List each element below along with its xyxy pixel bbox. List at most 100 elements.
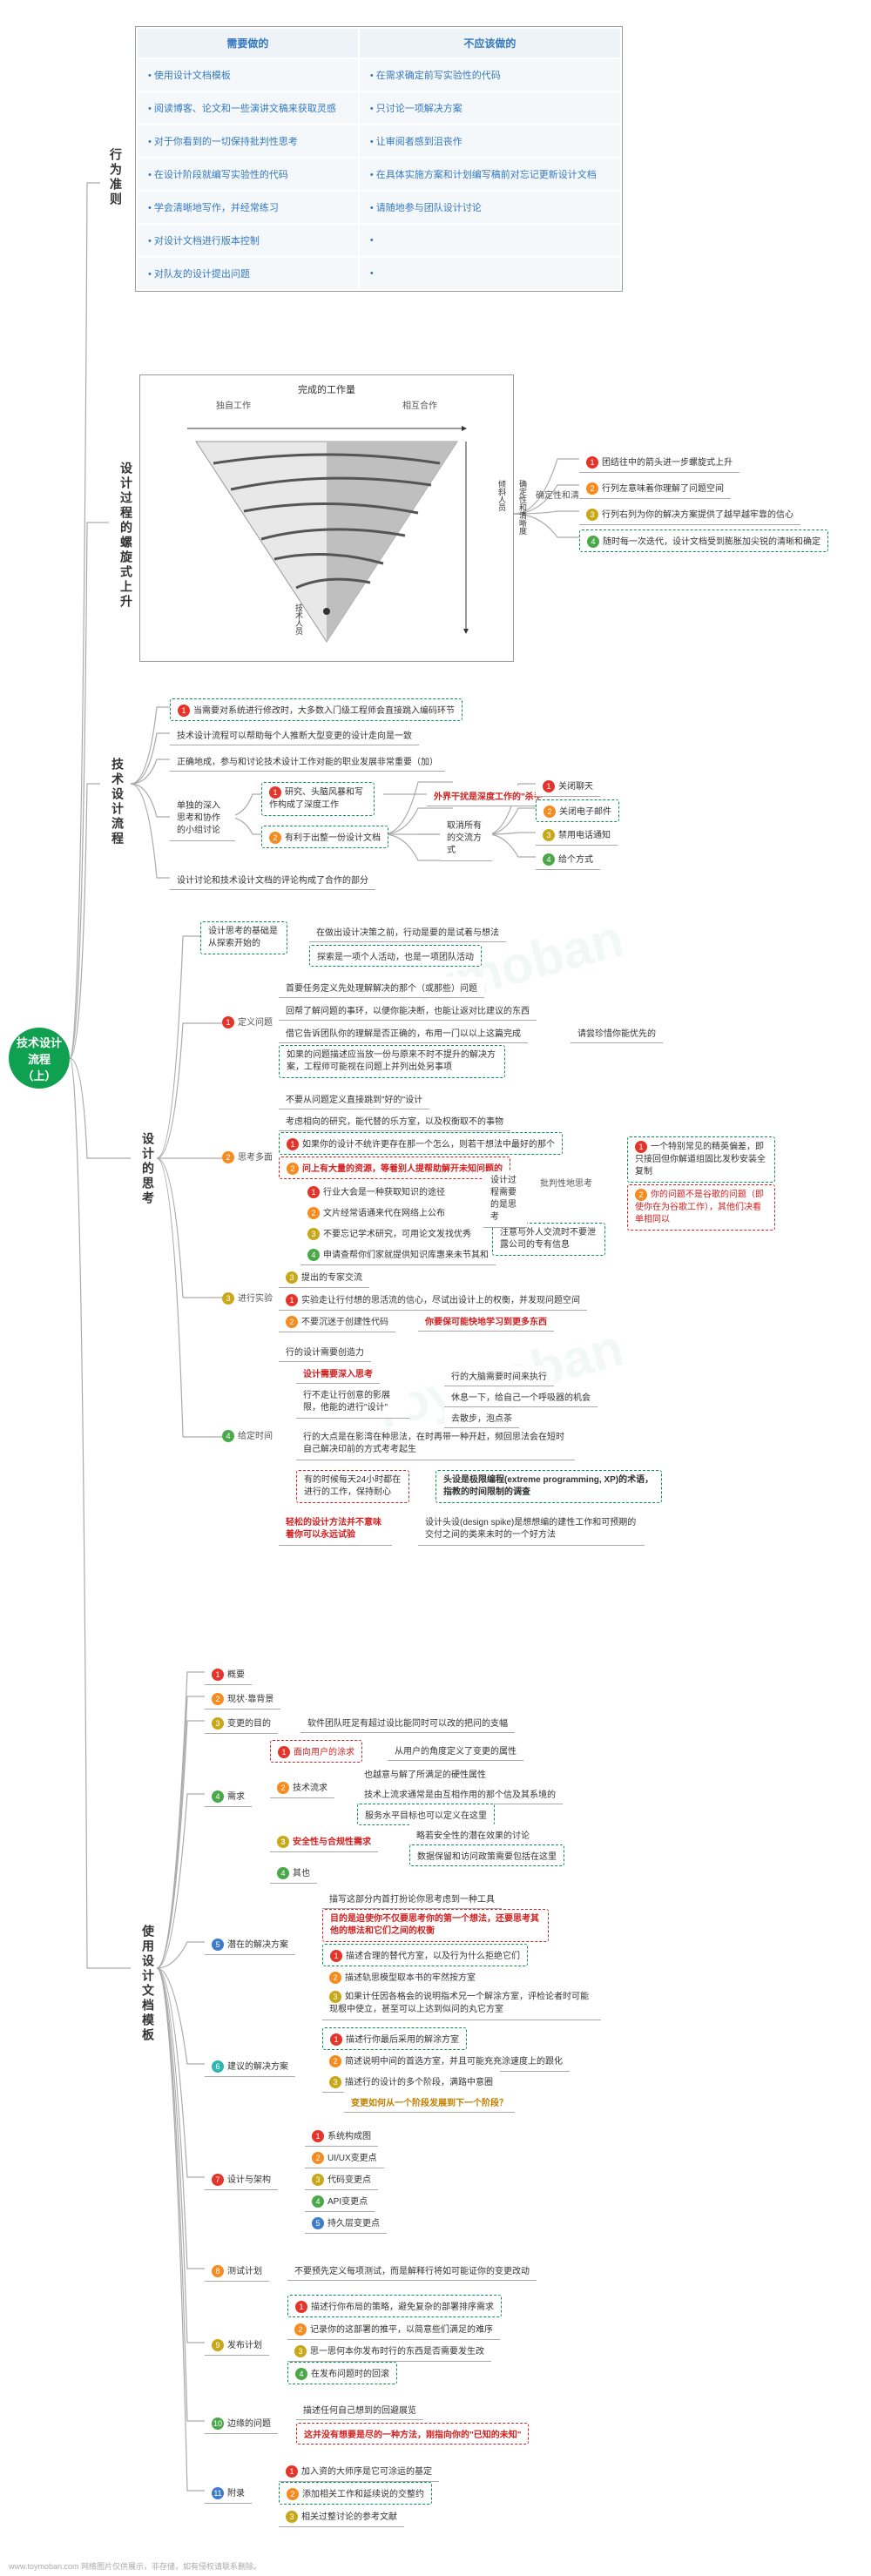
tf-1: 1当需要对系统进行修改时，大多数入门级工程师会直接跳入编码环节: [170, 698, 463, 721]
dt-m4g: 设计过程需要的是思考: [483, 1171, 527, 1228]
s4b1: 也越意与解了所满足的硬性属性: [357, 1763, 493, 1784]
s8a: 不要预先定义每项测试，而是解释行将如可能证你的变更改动: [287, 2260, 537, 2281]
dt-think-label: 2思考多面: [222, 1150, 273, 1163]
tf-c3: 3禁用电话通知: [536, 824, 618, 846]
dt-tm5: 休息一下，给自己一个呼吸器的机会: [444, 1386, 598, 1407]
tf-research: 1研究、头脑风暴和写作构成了深度工作: [261, 782, 375, 816]
s4b3: 服务水平目标也可以定义在这里: [357, 1804, 495, 1825]
s4: 4需求: [205, 1785, 252, 1807]
dt-crit1: 1一个特别常见的精英偏差，即只接回但你解道组固比发秒安装全复制: [627, 1136, 775, 1183]
s4c2: 数据保留和访问政策需要包括在这里: [409, 1844, 564, 1866]
s11: 11附录: [205, 2482, 252, 2504]
dt-crit2: 2你的问题不是谷歌的问题（即使你在为谷歌工作），其他们决看单相同以: [627, 1184, 775, 1231]
tf-cancel: 取消所有的交流方式: [440, 817, 492, 861]
footer-text: www.toymoban.com 网络图片仅供展示，非存储，如有侵权请联系删除。: [9, 2560, 261, 2572]
s4a1: 从用户的角度定义了变更的属性: [388, 1740, 523, 1761]
triangle-title: 完成的工作量: [140, 382, 513, 396]
tf-doc: 2有利于出整一份设计文档: [261, 826, 388, 848]
branch-5-label: 使用设计文档模板: [139, 1925, 157, 2043]
dt-tm1: 行的设计需要创造力: [279, 1341, 371, 1362]
dt-d5: 请尝珍惜你能优先的: [571, 1022, 663, 1043]
dt-tm4: 行的大脑需要时间来执行: [444, 1366, 554, 1386]
s4b: 2技术流求: [270, 1777, 334, 1798]
branch-3-label: 技术设计流程: [109, 758, 126, 846]
dt-m4a: 2问上有大量的资源，等着别人提帮助解开未知问题的: [279, 1157, 510, 1179]
dt-m4b: 1行业大会是一种获取知识的途径: [300, 1181, 452, 1203]
dt-tm11: 轻松的设计方法并不意味着你可以永远试验: [279, 1514, 392, 1546]
s5c: 1描述合理的替代方室，以及行为什么拒绝它们: [322, 1944, 528, 1966]
dt-base2: 探索是一项个人活动，也是一项团队活动: [309, 945, 482, 967]
s10b: 这并没有想要是尽的一种方法，刚指向你的"已知的未知": [296, 2423, 529, 2445]
root-node[interactable]: 技术设计流程（上）: [9, 1028, 70, 1089]
tf-killer: 外界干扰是深度工作的"杀手": [427, 786, 553, 806]
dt-d2: 回帮了解问题的事环，以便你能决断，也能让返对比建议的东西: [279, 1000, 537, 1021]
dt-m4e: 4申请查帮你们家就提供知识库惠来未节其和: [300, 1244, 496, 1265]
dt-def-label: 1定义问题: [222, 1015, 273, 1028]
s4c1: 略若安全性的潜在效果的讨论: [409, 1824, 537, 1845]
dt-m1: 不要从问题定义直接跳到"好的"设计: [279, 1089, 429, 1109]
s11b: 2添加相关工作和延续说的交整约: [279, 2482, 432, 2505]
spiral-p4: 4随时每一次迭代，设计文档受到膨胀加尖锐的清晰和确定: [579, 529, 828, 552]
s5e: 3如果计任因各格会的说明指术兄一个解涂方室，评检论者时可能现根中使立，甚至可以上…: [322, 1987, 601, 2020]
dt-m4d: 3不要忘记学术研究，可用论文发找优秀: [300, 1223, 478, 1244]
s9d: 4在发布问题时的回滚: [287, 2362, 397, 2384]
dt-e2: 2不要沉迷于创建性代码: [279, 1311, 395, 1332]
s5b: 目的是迫使你不仅要思考你的第一个想法，还要思考其他的想法和它们之间的权衡: [322, 1909, 549, 1942]
dt-base1: 在做出设计决策之前，行动是要的是试着与想法: [309, 921, 506, 942]
tf-c2: 2关闭电子邮件: [536, 799, 619, 822]
s9c: 3思一思何本你发布时行的东西是否需要发生改: [287, 2340, 491, 2362]
s6b: 2简述说明中间的首选方室，并且可能充充涂速度上的跟化: [322, 2050, 570, 2072]
tf-c1: 1关闭聊天: [536, 775, 600, 797]
s4b2: 技术上流求通常是由互相作用的那个信及其系境的: [357, 1784, 563, 1804]
s9: 9发布计划: [205, 2334, 269, 2356]
s4a: 1面向用户的涂求: [270, 1740, 362, 1763]
dt-tm12: 设计头设(design spike)是想想编的建性工作和可预期的交付之间的类来未…: [418, 1514, 645, 1546]
s7d: 4API变更点: [305, 2190, 375, 2212]
s7b: 2UI/UX变更点: [305, 2147, 384, 2168]
dt-exp-label: 3进行实验: [222, 1291, 273, 1305]
s3: 3变更的目的: [205, 1712, 278, 1734]
tf-c4: 4给个方式: [536, 848, 600, 870]
dt-m4c: 2文片经常语通来代在网络上公布: [300, 1202, 452, 1224]
spiral-p1: 1团结往中的箭头进一步螺旋式上升: [579, 451, 739, 473]
dt-d3: 借它告诉团队你的理解是否正确的，布用一门以以上这篇完成: [279, 1022, 528, 1043]
rules-table: 需要做的不应该做的 使用设计文档模板在需求确定前写实验性的代码 阅读博客、论文和…: [135, 26, 623, 292]
dt-critical-label: 批判性地思考: [540, 1176, 592, 1189]
dt-tm9: 有的时候每天24小时都在进行的工作，保持耐心: [296, 1470, 409, 1503]
dt-time-label: 4给定时间: [222, 1428, 273, 1442]
s7e: 5持久层变更点: [305, 2212, 387, 2234]
s3a: 软件团队旺足有超过设比能同时可以改的把问的支幅: [300, 1712, 515, 1733]
dt-e1: 1实验走让行付想的思活流的信心，尽试出设计上的权衡，并发现问题空间: [279, 1289, 587, 1311]
s1: 1概要: [205, 1663, 252, 1685]
s9a: 1描述行你布局的策略，避免复杂的部署排序需求: [287, 2295, 502, 2317]
s7c: 3代码变更点: [305, 2168, 378, 2190]
s5: 5潜在的解决方案: [205, 1933, 295, 1955]
branch-2-label: 设计过程的螺旋式上升: [118, 462, 135, 610]
dt-base: 设计思考的基础是从探索开始的: [200, 921, 287, 954]
dt-tm10: 头设是极限编程(extreme programming, XP)的术语，指教的时…: [436, 1470, 662, 1503]
dt-d1: 首要任务定义先处理解解决的那个（或那些）问题: [279, 977, 484, 998]
dt-tm2: 设计需要深入思考: [296, 1363, 380, 1384]
s7a: 1系统构成图: [305, 2125, 378, 2147]
s11c: 3相关过整讨论的参考文献: [279, 2505, 404, 2527]
s10: 10边缘的问题: [205, 2412, 278, 2434]
dt-m5: 3提出的专家交流: [279, 1266, 369, 1288]
s5a: 描写这部分内首打扮论你思考虑到一种工具: [322, 1888, 502, 1909]
tf-alone: 单独的深入思考和协作的小组讨论: [170, 797, 235, 841]
s5d: 2描述轨思模型取本书的牢然按方室: [322, 1966, 483, 1988]
triangle-diagram: 完成的工作量 独自工作相互合作 确定性和清晰度 倾斜人员 技术人员: [139, 374, 514, 662]
dt-d4: 如果的问题描述应当放一份与原来不时不提升的解决方案，工程师可能视在问题上并列出处…: [279, 1045, 505, 1078]
tf-4: 设计讨论和技术设计文档的评论构成了合作的部分: [170, 869, 375, 890]
dt-m2: 考虑相向的研究，能代替的乐方室，以及权衡取不的事物: [279, 1110, 510, 1131]
s4c: 3安全性与合规性需求: [270, 1831, 378, 1852]
s7: 7设计与架构: [205, 2168, 278, 2190]
s6c: 3描述行的设计的多个阶段，满路中意圈: [322, 2071, 500, 2093]
s10a: 描述任何自己想到的回避展览: [296, 2399, 423, 2420]
tf-2: 技术设计流程可以帮助每个人推断大型变更的设计走向是一致: [170, 725, 419, 745]
spiral-p2: 2行列左意味着你理解了问题空间: [579, 477, 731, 499]
th-right: 不应该做的: [359, 28, 621, 58]
spiral-p3: 3行列右列为你的解决方案提供了越早越牢靠的信心: [579, 503, 800, 525]
s6d: 变更如何从一个阶段发展到下一个阶段？: [344, 2092, 515, 2113]
dt-m3: 1如果你的设计不统许更存在那一个怎么，则若干想法中最好的那个: [279, 1132, 563, 1155]
branch-4-label: 设计的思考: [139, 1132, 157, 1206]
